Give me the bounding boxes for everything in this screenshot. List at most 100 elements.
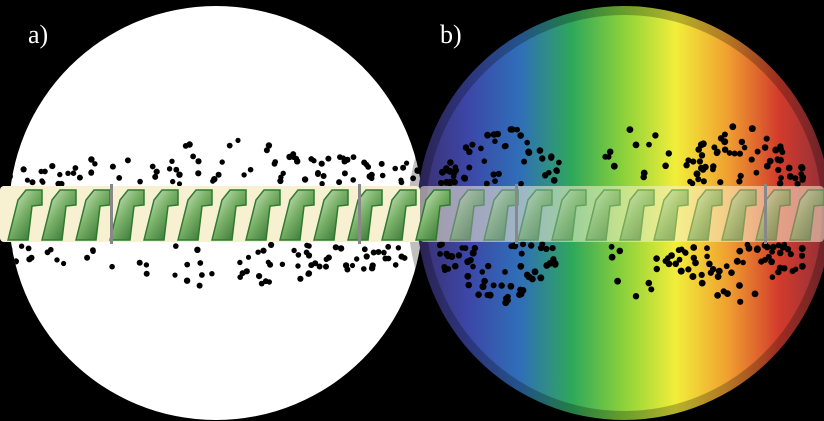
particle — [256, 273, 263, 280]
particle — [92, 161, 98, 167]
particle — [462, 144, 470, 151]
particle — [484, 131, 491, 139]
particle — [438, 179, 445, 187]
particle — [404, 160, 410, 166]
particle — [490, 171, 497, 178]
particle — [54, 257, 60, 263]
particle — [18, 243, 25, 249]
particle — [26, 256, 33, 263]
particle — [215, 171, 222, 178]
particle — [714, 292, 721, 299]
particle — [770, 243, 777, 251]
particle — [471, 244, 479, 252]
particle — [672, 260, 679, 268]
particle — [184, 261, 191, 268]
particle — [648, 286, 655, 293]
particle — [475, 291, 482, 299]
particle — [58, 180, 65, 188]
particle — [247, 166, 254, 173]
particle — [483, 180, 490, 187]
particle — [549, 245, 556, 252]
particle — [455, 252, 463, 259]
particle — [443, 250, 451, 258]
band-chevron — [551, 189, 587, 241]
particle — [279, 261, 286, 267]
band-chevron — [687, 189, 723, 241]
particle — [690, 158, 697, 165]
particle — [61, 260, 67, 267]
particle — [646, 141, 652, 148]
particle — [741, 144, 748, 151]
particle — [542, 172, 549, 179]
band-chevron — [211, 189, 247, 241]
particle — [295, 252, 302, 258]
particle — [761, 144, 769, 151]
particle — [392, 262, 399, 268]
particle — [152, 173, 159, 180]
particle — [698, 271, 705, 278]
particle — [798, 252, 806, 259]
particle — [775, 268, 782, 276]
particle — [768, 258, 775, 266]
particle — [798, 245, 806, 252]
particle — [736, 247, 744, 255]
particle — [608, 243, 615, 250]
particle — [443, 178, 451, 186]
particle — [479, 283, 487, 291]
particle — [676, 256, 683, 263]
particle — [690, 254, 697, 262]
particle — [136, 259, 143, 266]
particle — [464, 272, 472, 280]
particle — [498, 282, 505, 289]
particle — [507, 126, 515, 133]
particle — [297, 275, 304, 282]
particle — [176, 171, 183, 178]
particle — [485, 262, 492, 270]
particle — [740, 259, 746, 266]
particle — [484, 292, 491, 298]
panel-label-b: b) — [440, 20, 462, 49]
particle — [219, 159, 225, 165]
particle — [794, 180, 801, 188]
particle — [769, 274, 776, 280]
particle — [531, 268, 539, 276]
particle — [295, 263, 301, 269]
particle — [294, 158, 301, 165]
particle — [337, 154, 343, 161]
band-chevron — [517, 189, 553, 241]
particle — [461, 174, 469, 182]
particle — [437, 251, 443, 257]
particle — [392, 165, 399, 172]
particle — [12, 258, 19, 265]
conveyor-band — [0, 184, 824, 244]
particle — [524, 139, 530, 146]
particle — [766, 157, 774, 165]
particle — [226, 142, 233, 149]
particle — [470, 263, 476, 270]
particle — [199, 272, 205, 278]
particle — [763, 135, 770, 142]
particle — [711, 144, 718, 151]
particle — [731, 150, 738, 157]
particle — [721, 138, 729, 146]
particle — [24, 177, 30, 183]
particle — [263, 147, 270, 154]
particle — [40, 179, 46, 185]
particle — [521, 158, 528, 165]
particle — [520, 241, 526, 248]
particle — [176, 181, 183, 187]
particle — [350, 177, 357, 183]
particle — [525, 273, 533, 281]
particle — [507, 282, 515, 290]
band-dividers — [110, 184, 767, 244]
particle — [700, 140, 707, 148]
particle — [769, 248, 775, 255]
particle — [173, 243, 179, 249]
particle — [792, 266, 799, 273]
particle — [452, 262, 459, 270]
particle — [717, 179, 724, 186]
particle — [776, 249, 784, 257]
particle-cloud-b — [436, 123, 807, 307]
particle — [88, 170, 95, 176]
